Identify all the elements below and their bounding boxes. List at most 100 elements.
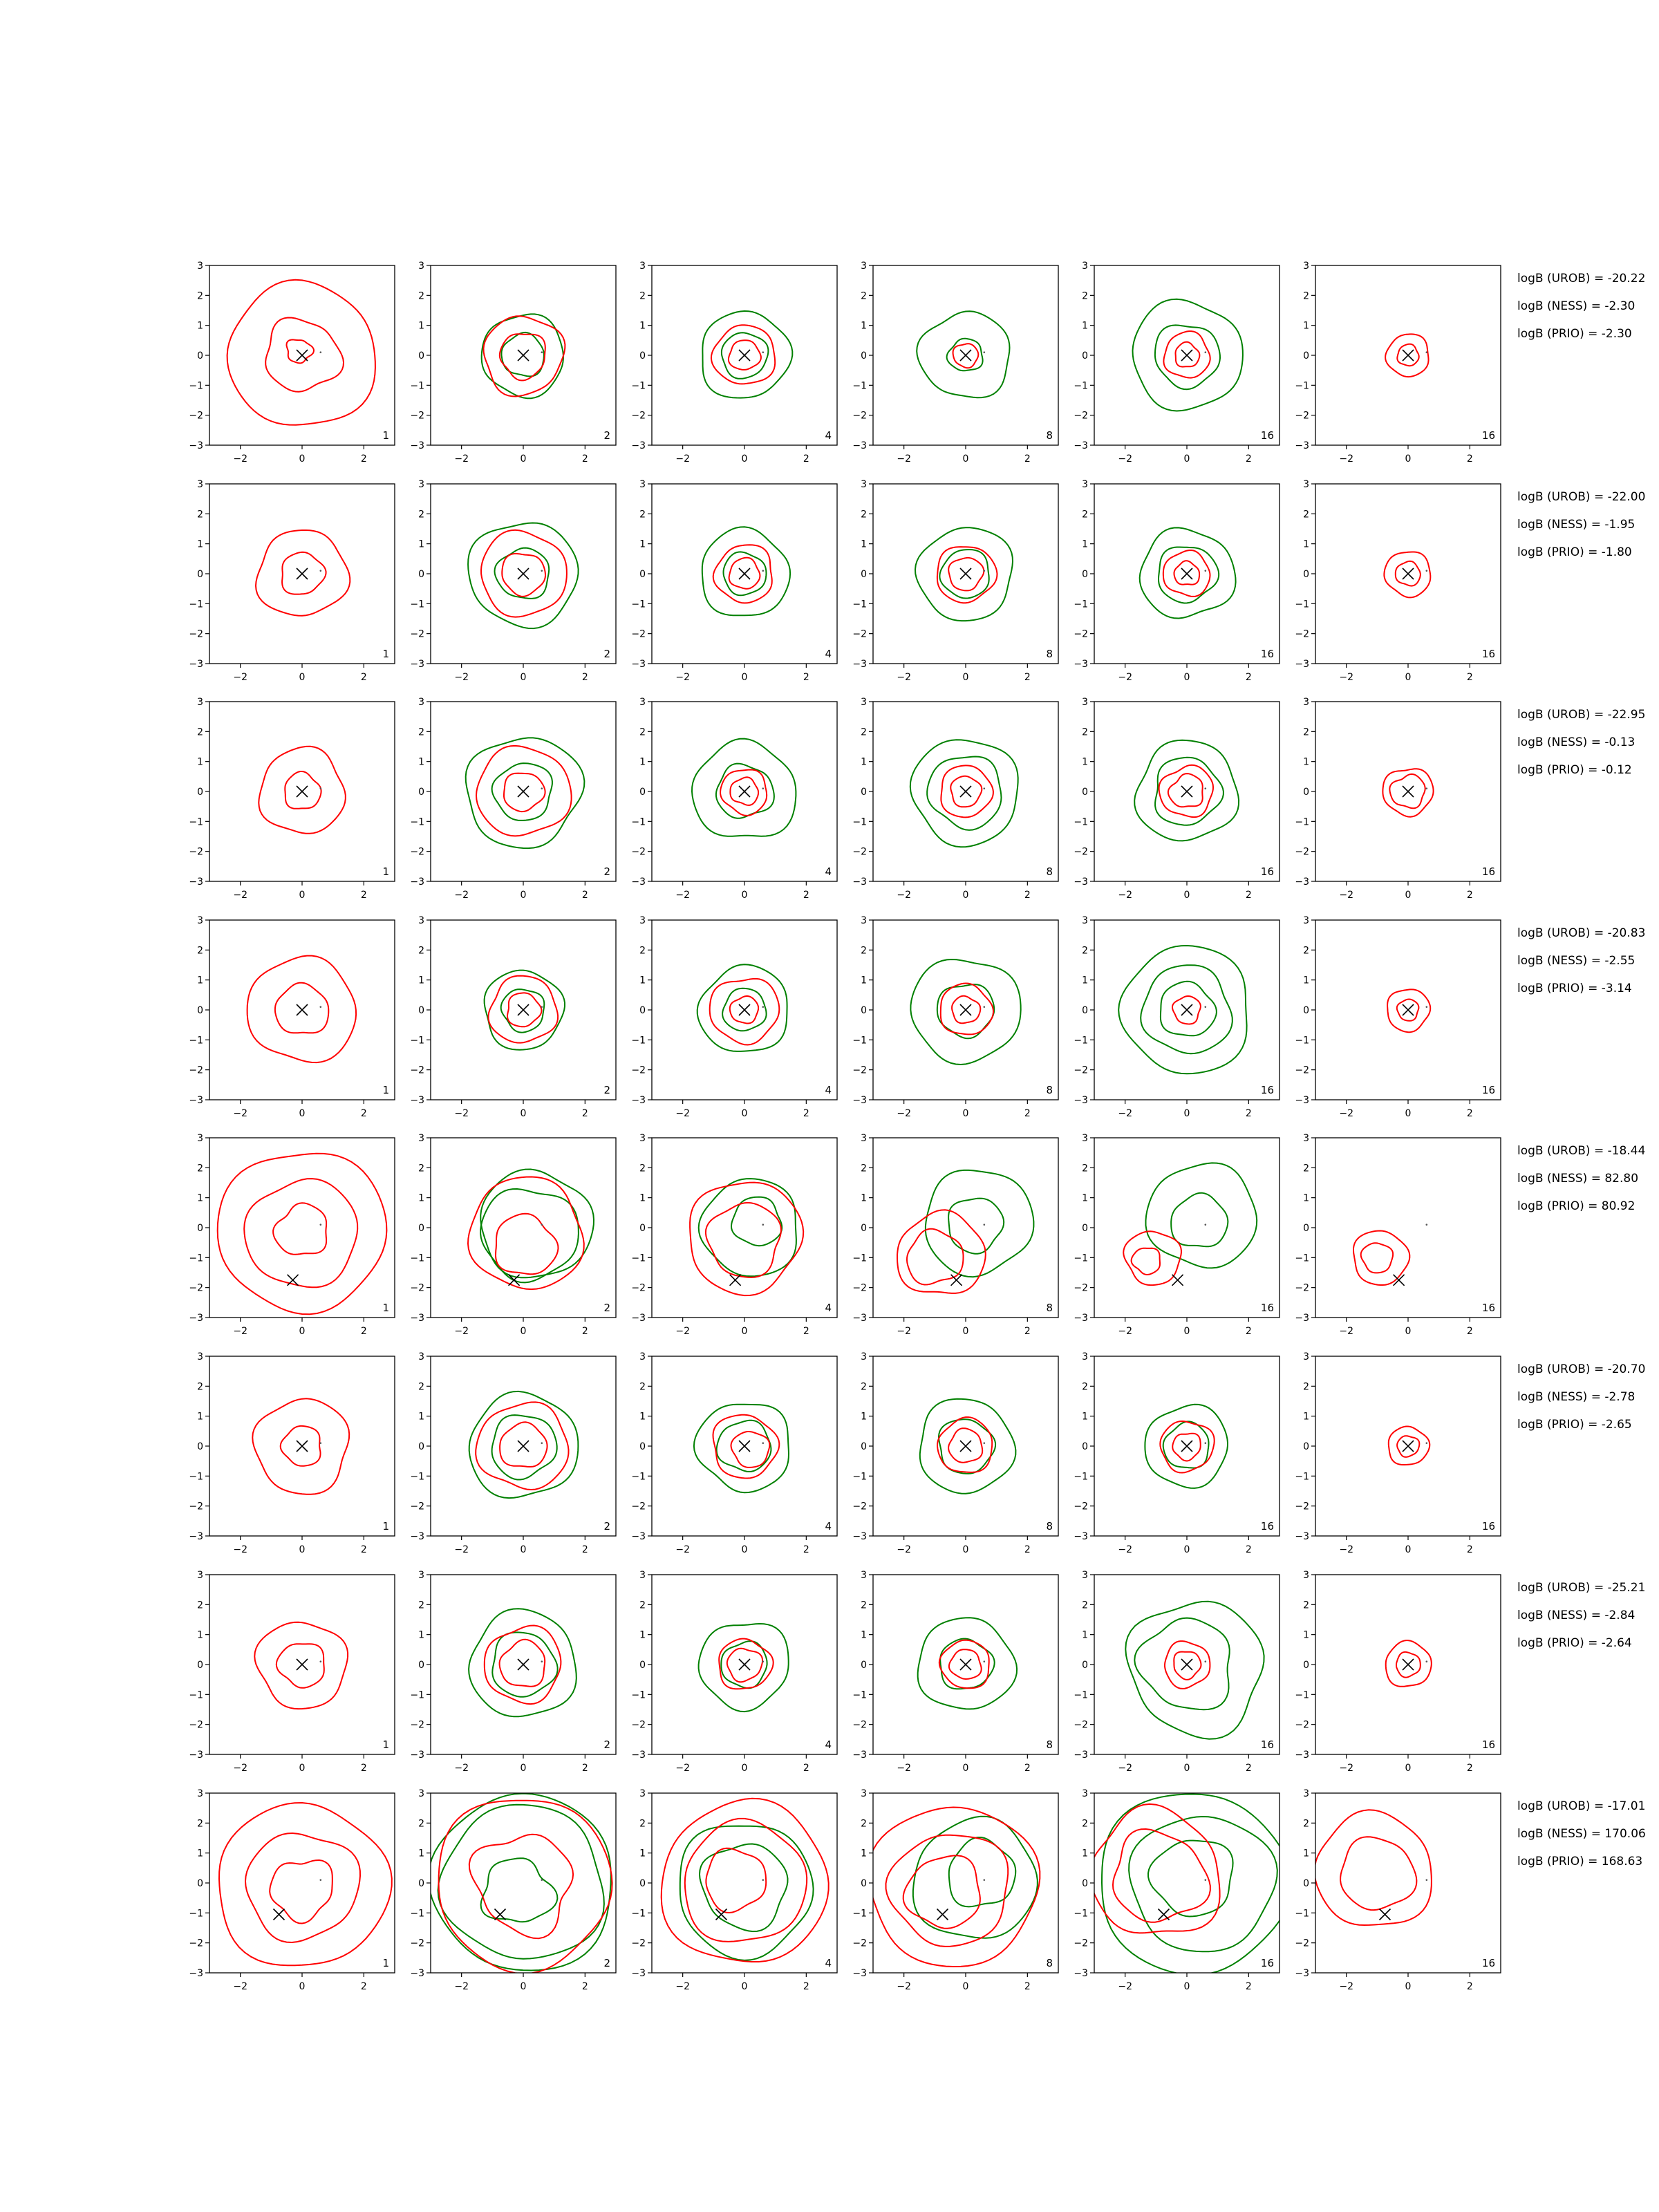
x-tick-label: −2 — [897, 453, 911, 465]
subplot-r8-c4: 3 2 1 0 −1 −2 −3 −2 0 2 8 — [852, 1788, 1059, 1992]
y-tick-label: 2 — [418, 509, 424, 520]
y-tick-label: −1 — [410, 380, 424, 391]
x-tick-label: 0 — [299, 1326, 306, 1337]
x-tick-label: 0 — [963, 1544, 969, 1555]
reference-dot — [1204, 351, 1207, 353]
row-2-stats: logB (UROB) = -22.00 logB (NESS) = -1.95 l… — [1517, 490, 1645, 559]
panel-count-label: 4 — [825, 648, 832, 660]
x-tick-label: −2 — [897, 1763, 911, 1774]
reference-dot — [1425, 787, 1428, 789]
x-tick-label: 0 — [1184, 1763, 1190, 1774]
true-location-marker — [959, 785, 972, 798]
panel-count-label: 8 — [1046, 1302, 1053, 1314]
green-contour — [715, 762, 775, 819]
y-tick-label: −3 — [1074, 1750, 1088, 1761]
subplot-r6-c5: 3 2 1 0 −1 −2 −3 −2 0 2 16 — [1074, 1351, 1280, 1555]
contour-group — [254, 529, 351, 617]
red-contour — [244, 1832, 362, 1944]
y-tick-label: −2 — [631, 1283, 646, 1294]
x-tick-label: 2 — [1024, 1326, 1031, 1337]
true-location-marker — [1157, 1908, 1170, 1921]
red-contour — [1130, 1247, 1161, 1276]
true-location-marker — [1181, 785, 1193, 798]
red-contour — [684, 1817, 808, 1942]
subplot-r6-c1: 3 2 1 0 −1 −2 −3 −2 0 2 1 — [189, 1351, 395, 1555]
red-contour — [1340, 1836, 1418, 1911]
x-tick-label: 0 — [963, 890, 969, 901]
y-tick-label: 3 — [639, 915, 646, 926]
green-contour — [480, 313, 564, 400]
logb-stat-line: logB (PRIO) = 80.92 — [1517, 1199, 1635, 1213]
y-tick-label: 3 — [1303, 1788, 1309, 1799]
red-contour — [940, 765, 994, 818]
panel-count-label: 8 — [1046, 1520, 1053, 1533]
reference-dot — [319, 1660, 322, 1662]
y-tick-label: 2 — [861, 1600, 867, 1611]
y-tick-label: −1 — [1074, 380, 1088, 391]
contour-group — [1353, 1230, 1411, 1286]
reference-dot — [541, 1660, 543, 1662]
panel-count-label: 4 — [825, 1302, 832, 1314]
contour-group — [467, 522, 579, 630]
x-tick-label: 2 — [1246, 453, 1252, 465]
y-tick-label: −2 — [1074, 1501, 1088, 1512]
y-tick-label: −2 — [410, 629, 424, 640]
y-tick-label: −1 — [189, 816, 203, 827]
red-contour — [885, 1834, 1009, 1947]
x-tick-label: 2 — [582, 672, 588, 683]
green-contour — [679, 1825, 814, 1961]
green-contour — [1132, 298, 1244, 412]
reference-dot — [1425, 1442, 1428, 1444]
x-tick-label: −2 — [454, 1981, 469, 1992]
plot-area — [431, 1138, 616, 1318]
y-tick-label: −3 — [852, 1968, 867, 1979]
y-tick-label: 1 — [1082, 1412, 1088, 1423]
panel-count-label: 2 — [603, 1520, 610, 1533]
y-tick-label: −2 — [410, 1501, 424, 1512]
x-tick-label: 0 — [1405, 1326, 1412, 1337]
x-tick-label: 0 — [1405, 453, 1412, 465]
red-contour — [1094, 1803, 1221, 1934]
panel-count-label: 1 — [382, 865, 389, 878]
y-tick-label: −2 — [189, 847, 203, 858]
y-tick-label: −2 — [1295, 847, 1309, 858]
y-tick-label: −2 — [1295, 411, 1309, 422]
reference-dot — [1425, 570, 1428, 572]
green-contour — [1157, 546, 1220, 604]
red-contour — [216, 1152, 388, 1315]
y-tick-label: −1 — [1295, 599, 1309, 610]
x-tick-label: 2 — [361, 1763, 367, 1774]
green-contour — [480, 1857, 559, 1923]
red-contour — [499, 1421, 548, 1468]
y-tick-label: −1 — [1074, 1253, 1088, 1264]
y-tick-label: −1 — [631, 380, 646, 391]
y-tick-label: 2 — [861, 945, 867, 956]
subplot-r1-c4: 3 2 1 0 −1 −2 −3 −2 0 2 8 — [852, 261, 1059, 465]
y-tick-label: −1 — [852, 1035, 867, 1046]
y-tick-label: 3 — [197, 479, 203, 490]
y-tick-label: 1 — [861, 321, 867, 332]
green-contour — [1140, 964, 1233, 1055]
true-location-marker — [296, 349, 308, 362]
red-contour — [501, 552, 547, 597]
x-tick-label: 2 — [1246, 1544, 1252, 1555]
red-contour — [873, 1806, 1041, 1968]
y-tick-label: −2 — [410, 1283, 424, 1294]
reference-dot — [1204, 1442, 1207, 1444]
y-tick-label: 3 — [418, 261, 424, 272]
red-contour — [938, 1639, 990, 1689]
x-tick-label: 0 — [1405, 672, 1412, 683]
green-contour — [697, 1178, 797, 1277]
y-tick-label: −3 — [852, 1313, 867, 1324]
x-tick-label: 2 — [1246, 1326, 1252, 1337]
x-tick-label: −2 — [233, 453, 247, 465]
red-contour — [269, 1859, 333, 1924]
green-contour — [924, 1169, 1035, 1278]
y-tick-label: 0 — [418, 569, 424, 580]
red-contour — [729, 776, 760, 806]
y-tick-label: 0 — [639, 1878, 646, 1889]
y-tick-label: −3 — [189, 1531, 203, 1542]
reference-dot — [319, 1224, 322, 1226]
contour-group — [1383, 551, 1432, 599]
x-tick-label: 0 — [299, 453, 306, 465]
